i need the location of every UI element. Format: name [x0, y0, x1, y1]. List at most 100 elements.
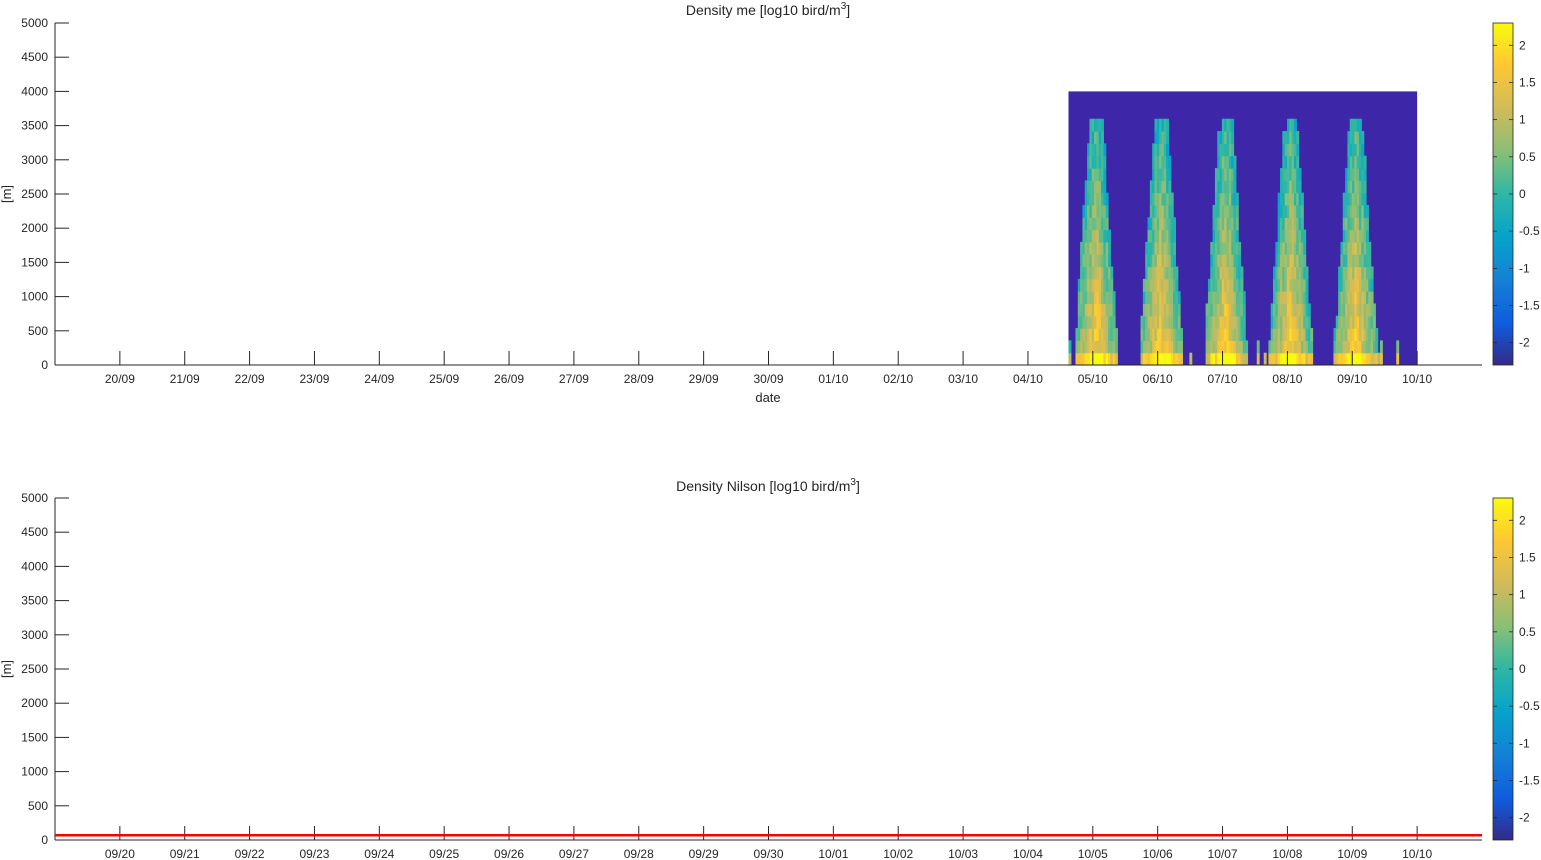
- top-y-tick-label: 1000: [21, 290, 48, 304]
- heatmap-cell: [1359, 315, 1362, 329]
- heatmap-cell: [1231, 291, 1235, 305]
- top-x-tick-label: 26/09: [494, 372, 524, 386]
- heatmap-cell: [1217, 180, 1221, 194]
- heatmap-cell: [1103, 328, 1107, 341]
- heatmap-cell: [1291, 241, 1295, 255]
- top-y-tick-label: 3000: [21, 153, 48, 167]
- heatmap-cell: [1356, 180, 1360, 194]
- heatmap-cell: [1168, 241, 1172, 255]
- top-y-tick-label: 2500: [21, 187, 48, 201]
- top-x-tick-label: 30/09: [753, 372, 783, 386]
- heatmap-cell: [1354, 131, 1358, 144]
- heatmap-cell: [1356, 352, 1360, 366]
- heatmap-cell: [1289, 254, 1293, 268]
- heatmap-cell: [1156, 168, 1160, 181]
- heatmap-cell: [1282, 303, 1286, 317]
- heatmap-cell: [1101, 118, 1104, 132]
- heatmap-cell: [1363, 180, 1367, 194]
- heatmap-cell: [1359, 328, 1362, 341]
- heatmap-cell: [1219, 204, 1223, 218]
- heatmap-cell: [1342, 291, 1346, 305]
- heatmap-cell: [1361, 254, 1365, 268]
- heatmap-cell: [1352, 217, 1355, 231]
- heatmap-cell: [1291, 168, 1295, 181]
- heatmap-cell: [1154, 143, 1158, 157]
- heatmap-cell: [1354, 328, 1358, 341]
- heatmap-cell: [1163, 241, 1167, 255]
- heatmap-cell: [1342, 340, 1346, 354]
- heatmap-cell: [1214, 241, 1218, 255]
- heatmap-cell: [1240, 328, 1244, 341]
- heatmap-cell: [1108, 303, 1111, 317]
- heatmap-cell: [1110, 352, 1114, 366]
- heatmap-cell: [1101, 155, 1104, 169]
- heatmap-cell: [1352, 155, 1355, 169]
- heatmap-cell: [1333, 328, 1337, 341]
- heatmap-cell: [1359, 204, 1362, 218]
- heatmap-cell: [1228, 131, 1232, 144]
- heatmap-cell: [1296, 303, 1300, 317]
- top-y-tick-label: 1500: [21, 255, 48, 269]
- heatmap-cell: [1291, 303, 1295, 317]
- heatmap-cell: [1080, 340, 1084, 354]
- heatmap-cell: [1077, 352, 1081, 366]
- heatmap-cell: [1345, 328, 1349, 341]
- heatmap-cell: [1231, 229, 1235, 243]
- heatmap-cell: [1349, 254, 1353, 268]
- heatmap-cell: [1224, 291, 1228, 305]
- heatmap-cell: [1105, 328, 1109, 341]
- heatmap-cell: [1214, 180, 1218, 194]
- heatmap-cell: [1226, 278, 1230, 292]
- heatmap-cell: [1228, 241, 1232, 255]
- heatmap-cell: [1284, 229, 1288, 243]
- heatmap-cell: [1352, 192, 1355, 206]
- heatmap-cell: [1356, 328, 1360, 341]
- heatmap-cell: [1228, 328, 1232, 341]
- heatmap-cell: [1363, 254, 1367, 268]
- heatmap-cell: [1226, 217, 1230, 231]
- heatmap-cell: [1175, 291, 1179, 305]
- heatmap-cell: [1298, 266, 1302, 280]
- heatmap-cell: [1347, 303, 1351, 317]
- heatmap-cell: [1273, 352, 1276, 366]
- heatmap-cell: [1156, 143, 1160, 157]
- heatmap-cell: [1163, 180, 1167, 194]
- heatmap-cell: [1289, 155, 1293, 169]
- heatmap-cell: [1347, 254, 1351, 268]
- heatmap-cell: [1354, 352, 1358, 366]
- heatmap-cell: [1235, 204, 1239, 218]
- heatmap-cell: [1101, 168, 1104, 181]
- heatmap-cell: [1103, 192, 1107, 206]
- heatmap-cell: [1180, 352, 1183, 366]
- heatmap-cell: [1166, 143, 1170, 157]
- heatmap-cell: [1280, 340, 1283, 354]
- heatmap-cell: [1352, 168, 1355, 181]
- heatmap-cell: [1363, 192, 1367, 206]
- heatmap-cell: [1293, 143, 1297, 157]
- heatmap-cell: [1359, 291, 1362, 305]
- heatmap-cell: [1221, 180, 1225, 194]
- heatmap-cell: [1240, 315, 1244, 329]
- heatmap-cell: [1275, 352, 1279, 366]
- heatmap-cell: [1352, 315, 1355, 329]
- heatmap-cell: [1226, 180, 1230, 194]
- heatmap-cell: [1089, 266, 1093, 280]
- heatmap-cell: [1101, 241, 1104, 255]
- heatmap-cell: [1108, 278, 1111, 292]
- heatmap-cell: [1147, 266, 1151, 280]
- heatmap-cell: [1273, 278, 1276, 292]
- heatmap-cell: [1096, 229, 1100, 243]
- heatmap-cell: [1286, 229, 1290, 243]
- heatmap-cell: [1159, 303, 1163, 317]
- heatmap-cell: [1096, 315, 1100, 329]
- heatmap-cell: [1112, 328, 1116, 341]
- heatmap-cell: [1352, 204, 1355, 218]
- heatmap-cell: [1228, 143, 1232, 157]
- heatmap-cell: [1221, 352, 1225, 366]
- heatmap-cell: [1349, 315, 1353, 329]
- heatmap-cell: [1363, 204, 1367, 218]
- heatmap-cell: [1161, 291, 1165, 305]
- heatmap-cell: [1228, 315, 1232, 329]
- heatmap-cell: [1298, 217, 1302, 231]
- heatmap-cell: [1338, 352, 1342, 366]
